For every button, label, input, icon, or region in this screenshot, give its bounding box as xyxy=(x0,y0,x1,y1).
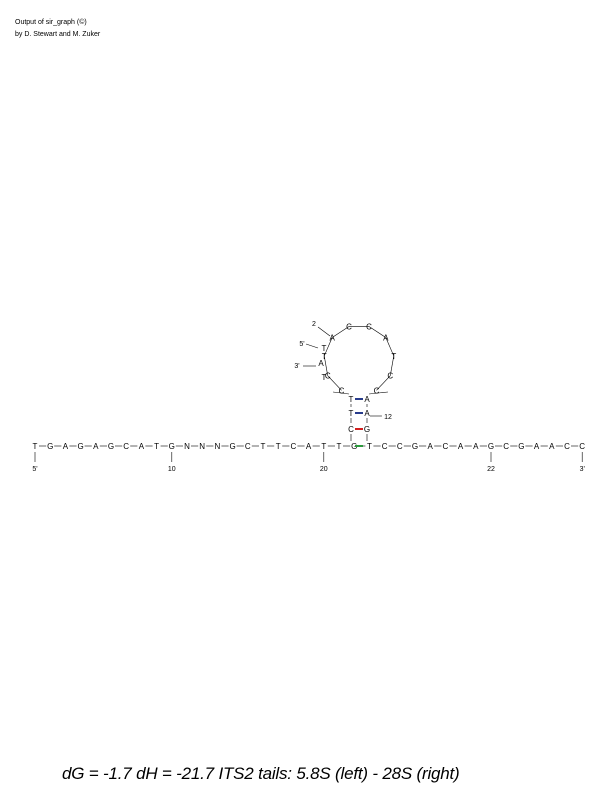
base-letter: G xyxy=(47,442,53,451)
base-letter: T xyxy=(337,442,342,451)
position-label: 5' xyxy=(32,466,37,473)
base-letter: A xyxy=(306,442,312,451)
base-letter: C xyxy=(291,442,297,451)
position-label: 3' xyxy=(580,466,585,473)
loop-base: C xyxy=(387,372,393,381)
base-letter: N xyxy=(199,442,205,451)
base-letter: A xyxy=(63,442,69,451)
base-letter: G xyxy=(77,442,83,451)
base-letter: A xyxy=(534,442,540,451)
stem-base-right: A xyxy=(364,409,370,418)
position-label: 12 xyxy=(384,414,392,421)
base-letter: G xyxy=(169,442,175,451)
stem-base-left: C xyxy=(348,425,354,434)
backbone-link xyxy=(323,355,329,376)
base-letter: C xyxy=(503,442,509,451)
position-label: 2 xyxy=(312,321,316,328)
backbone-link xyxy=(327,375,342,391)
backbone-link xyxy=(323,337,333,357)
stem-base-right: G xyxy=(364,425,370,434)
base-letter: G xyxy=(488,442,494,451)
loop-base: C xyxy=(346,322,352,331)
backbone-link xyxy=(332,391,350,395)
base-letter: A xyxy=(458,442,464,451)
base-letter: A xyxy=(93,442,99,451)
base-letter: G xyxy=(108,442,114,451)
base-letter: G xyxy=(229,442,235,451)
base-letter: N xyxy=(184,442,190,451)
position-tick xyxy=(305,343,319,349)
header: Output of sir_graph (©) by D. Stewart an… xyxy=(15,17,100,41)
base-letter: N xyxy=(215,442,221,451)
backbone-link xyxy=(376,375,391,391)
backbone-link xyxy=(368,326,386,338)
position-label: 22 xyxy=(487,466,495,473)
loop-base: A xyxy=(318,359,324,368)
base-letter: A xyxy=(473,442,479,451)
loop-base: A xyxy=(330,334,336,343)
base-letter: C xyxy=(382,442,388,451)
position-label: 5' xyxy=(299,341,304,348)
base-letter: A xyxy=(428,442,434,451)
stem-base-right: A xyxy=(364,395,370,404)
loop-base: C xyxy=(374,386,380,395)
backbone-link xyxy=(332,326,350,338)
base-letter: T xyxy=(367,442,372,451)
base-letter: T xyxy=(321,442,326,451)
base-letter: C xyxy=(564,442,570,451)
position-label: 10 xyxy=(168,466,176,473)
base-letter: C xyxy=(245,442,251,451)
base-letter: T xyxy=(154,442,159,451)
position-tick xyxy=(317,326,331,337)
base-letter: C xyxy=(123,442,129,451)
backbone-link xyxy=(389,355,395,376)
header-authors: by D. Stewart and M. Zuker xyxy=(15,31,101,38)
base-letter: G xyxy=(412,442,418,451)
loop-base: C xyxy=(339,386,345,395)
base-letter: G xyxy=(351,442,357,451)
position-label: 20 xyxy=(320,466,328,473)
loop-base: C xyxy=(366,322,372,331)
base-letter: A xyxy=(549,442,555,451)
header-title: Output of sir_graph (©) xyxy=(15,19,87,26)
base-letter: A xyxy=(139,442,145,451)
energy-footer: dG = -1.7 dH = -21.7 ITS2 tails: 5.8S (l… xyxy=(62,764,460,783)
backbone-link xyxy=(368,391,389,395)
base-letter: T xyxy=(33,442,38,451)
position-label: 3' xyxy=(294,363,299,370)
base-letter: T xyxy=(261,442,266,451)
stem-base-left: T xyxy=(349,395,354,404)
loop-base: T xyxy=(322,344,327,353)
base-letter: C xyxy=(443,442,449,451)
stem-base-left: T xyxy=(349,409,354,418)
base-letter: C xyxy=(579,442,585,451)
backbone-link xyxy=(385,337,395,357)
loop-base: T xyxy=(322,373,327,382)
base-letter: G xyxy=(518,442,524,451)
base-letter: C xyxy=(397,442,403,451)
base-letter: T xyxy=(276,442,281,451)
